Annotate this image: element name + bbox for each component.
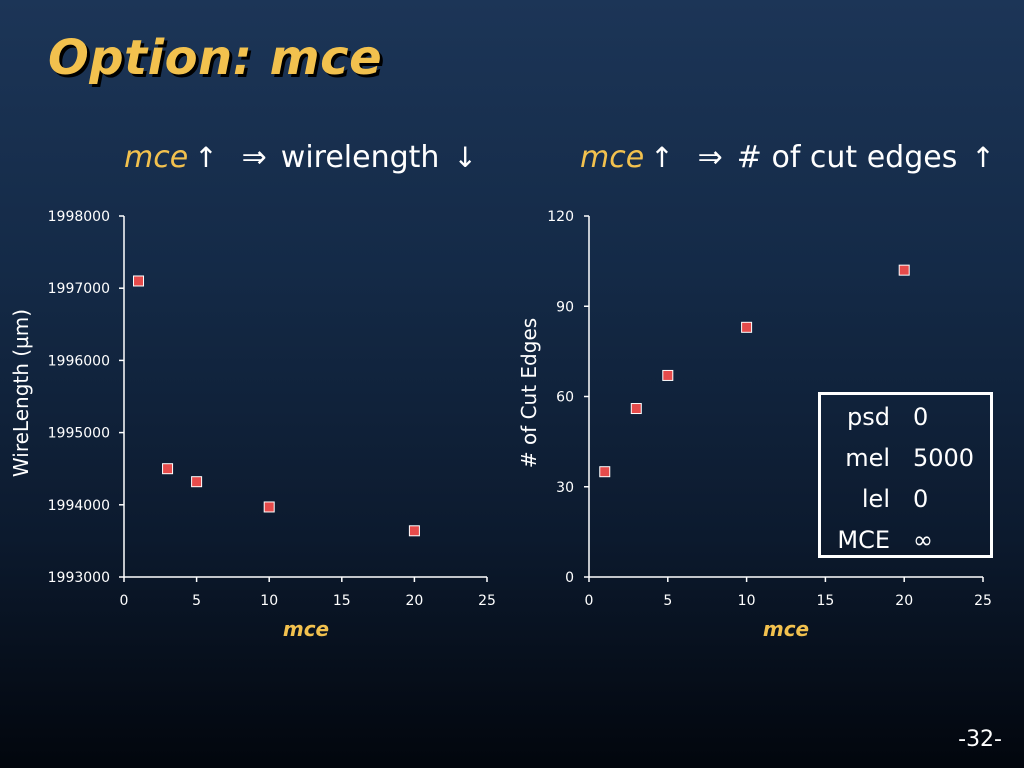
legend-value: 0 xyxy=(913,403,929,431)
x-tick-label: 20 xyxy=(895,593,913,609)
data-point xyxy=(162,463,174,475)
up-arrow-icon: ↑ xyxy=(194,141,218,174)
x-axis-label: mce xyxy=(283,617,329,641)
page-number: -32- xyxy=(958,727,1002,752)
y-tick-label: 30 xyxy=(556,480,574,496)
legend-row: mel 5000 xyxy=(821,444,990,484)
x-tick-label: 15 xyxy=(333,593,351,609)
data-point xyxy=(599,466,611,478)
legend-value: 5000 xyxy=(913,444,975,472)
data-point xyxy=(191,476,203,488)
y-axis-label: # of Cut Edges xyxy=(517,318,541,468)
y-tick-label: 0 xyxy=(565,570,574,586)
x-tick-label: 5 xyxy=(192,593,201,609)
x-tick-label: 0 xyxy=(120,593,129,609)
y-tick-label: 1996000 xyxy=(48,353,110,369)
x-tick-label: 25 xyxy=(974,593,992,609)
data-point xyxy=(408,525,420,537)
legend-key: lel xyxy=(861,485,890,513)
legend-key: MCE xyxy=(837,526,890,554)
x-tick-label: 15 xyxy=(816,593,834,609)
right-heading-text: # of cut edges xyxy=(736,140,958,175)
x-tick-label: 10 xyxy=(738,593,756,609)
up-arrow-icon: ↑ xyxy=(650,141,674,174)
x-axis-label: mce xyxy=(763,617,809,641)
data-point xyxy=(133,275,145,287)
data-point xyxy=(662,369,674,381)
y-tick-label: 1997000 xyxy=(48,281,110,297)
y-tick-label: 60 xyxy=(556,390,574,406)
left-heading: mce ↑ ⇒ wirelength ↓ xyxy=(124,140,477,175)
legend-value: ∞ xyxy=(913,526,933,554)
x-tick-label: 20 xyxy=(405,593,423,609)
x-tick-label: 0 xyxy=(585,593,594,609)
x-tick-label: 10 xyxy=(260,593,278,609)
legend-row: lel 0 xyxy=(821,485,990,525)
data-point xyxy=(630,403,642,415)
up-arrow-icon: ↑ xyxy=(971,141,995,174)
y-tick-label: 90 xyxy=(556,299,574,315)
legend-key: psd xyxy=(847,403,890,431)
x-tick-label: 25 xyxy=(478,593,496,609)
data-point xyxy=(741,321,753,333)
left-heading-text: wirelength xyxy=(280,140,440,175)
x-tick-label: 5 xyxy=(663,593,672,609)
left-heading-keyword: mce xyxy=(124,140,189,175)
legend-row: psd 0 xyxy=(821,403,990,443)
right-heading-keyword: mce xyxy=(580,140,645,175)
legend-value: 0 xyxy=(913,485,929,513)
slide-title: Option: mce xyxy=(48,30,383,86)
data-point xyxy=(898,264,910,276)
y-tick-label: 1994000 xyxy=(48,498,110,514)
y-tick-label: 120 xyxy=(547,209,574,225)
down-arrow-icon: ↓ xyxy=(453,141,477,174)
y-axis-label: WireLength (µm) xyxy=(9,309,33,477)
y-tick-label: 1998000 xyxy=(48,209,110,225)
data-point xyxy=(263,501,275,513)
parameter-legend: psd 0 mel 5000 lel 0 MCE ∞ xyxy=(818,392,993,558)
implies-icon: ⇒ xyxy=(697,140,723,175)
right-heading: mce ↑ ⇒ # of cut edges ↑ xyxy=(580,140,995,175)
legend-row: MCE ∞ xyxy=(821,526,990,566)
implies-icon: ⇒ xyxy=(241,140,267,175)
y-tick-label: 1993000 xyxy=(48,570,110,586)
y-tick-label: 1995000 xyxy=(48,426,110,442)
legend-key: mel xyxy=(845,444,890,472)
